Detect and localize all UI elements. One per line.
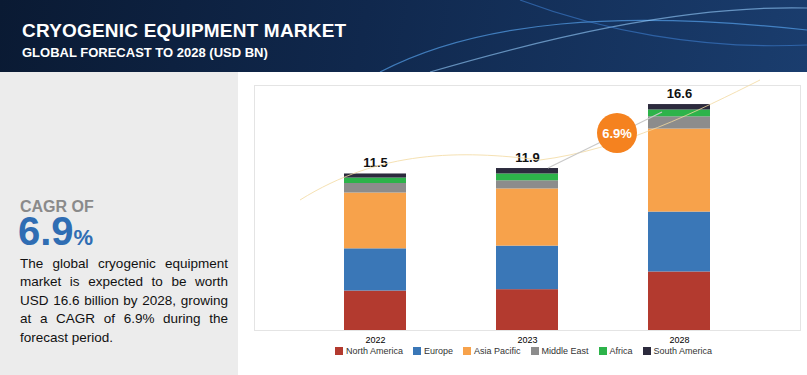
- html-text:Middle East: Middle East: [541, 346, 589, 356]
- html-text:The global cryogenic equipment: The global cryogenic equipment market is…: [20, 256, 228, 345]
- html-text:North America: North America: [345, 346, 403, 356]
- svg-text:16.6: 16.6: [667, 86, 692, 101]
- html-text:Asia Pacific: Asia Pacific: [474, 346, 521, 356]
- svg-text:2028: 2028: [669, 335, 689, 345]
- svg-text:11.9: 11.9: [515, 150, 540, 165]
- html-text:CRYOGENIC EQUIPMENT MARKET: CRYOGENIC EQUIPMENT MARKET: [22, 20, 347, 41]
- svg-text:6.9%: 6.9%: [602, 126, 632, 141]
- html-text:6.9%: 6.9%: [18, 209, 94, 253]
- svg-text:2023: 2023: [517, 335, 537, 345]
- html-text:Europe: Europe: [423, 346, 453, 356]
- html-text:Africa: Africa: [609, 346, 633, 356]
- svg-text:11.5: 11.5: [363, 155, 388, 170]
- html-text:South America: South America: [653, 346, 713, 356]
- svg-text:2022: 2022: [365, 335, 385, 345]
- html-text:CAGR OF: CAGR OF: [20, 198, 94, 215]
- html-text:GLOBAL FORECAST TO 2028 (USD B: GLOBAL FORECAST TO 2028 (USD BN): [22, 45, 268, 60]
